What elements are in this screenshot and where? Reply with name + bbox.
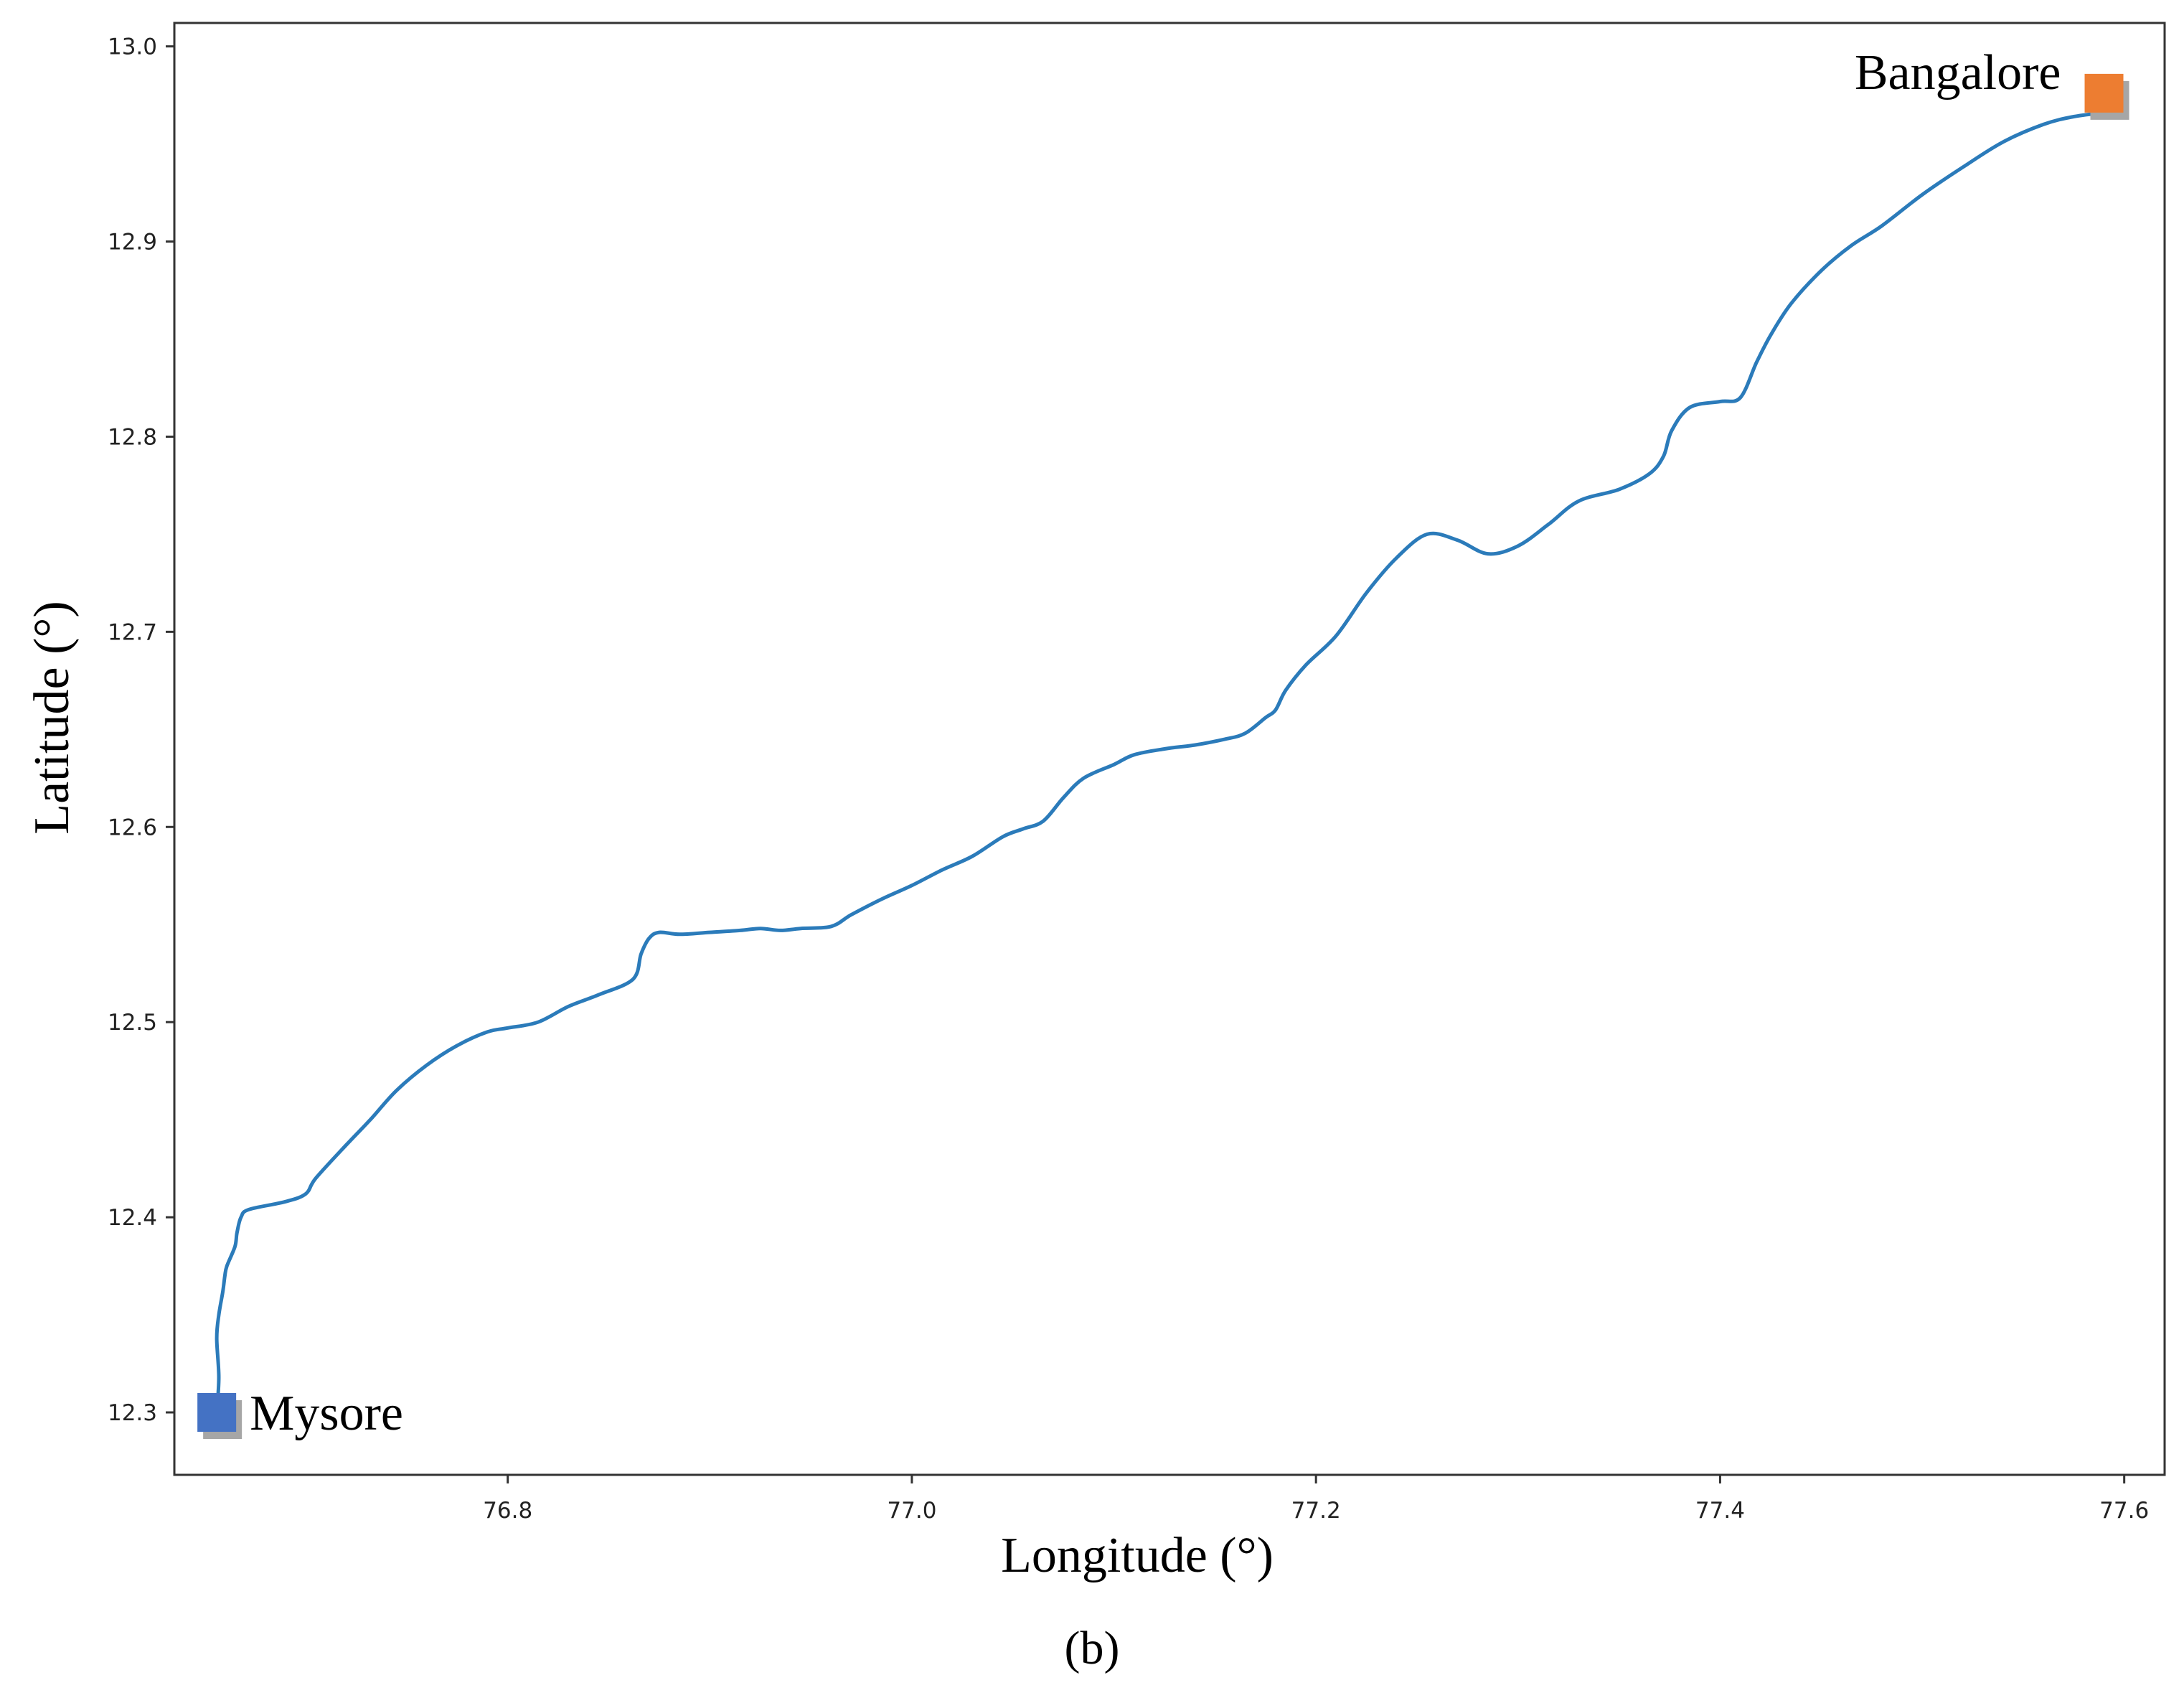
x-tick-label: 77.0 [887,1498,936,1524]
y-tick-label: 12.5 [108,1010,157,1036]
city-marker-bangalore [2084,73,2124,113]
city-markers: Mysore Bangalore [197,45,2129,1441]
y-axis-title: Latitude (°) [24,601,80,834]
x-tick-label: 77.4 [1695,1498,1745,1524]
route-line [215,111,2106,1415]
x-tick-label: 76.8 [483,1498,532,1524]
y-tick-label: 12.4 [108,1205,157,1231]
y-tick-label: 12.9 [108,230,157,255]
y-tick-label: 12.6 [108,815,157,840]
y-tick-label: 12.3 [108,1400,157,1426]
y-tick-label: 12.7 [108,619,157,645]
y-tick-label: 12.8 [108,424,157,450]
city-label-mysore: Mysore [250,1386,403,1441]
y-axis-ticks: 12.3 12.4 12.5 12.6 12.7 12.8 12.9 13.0 [108,34,174,1426]
x-tick-label: 77.6 [2099,1498,2149,1524]
x-axis-title: Longitude (°) [1001,1528,1274,1583]
y-tick-label: 13.0 [108,34,157,60]
x-tick-label: 77.2 [1291,1498,1341,1524]
x-axis-ticks: 76.8 77.0 77.2 77.4 77.6 [483,1475,2149,1524]
city-label-bangalore: Bangalore [1855,45,2061,100]
plot-frame [173,22,2166,1476]
panel-label: (b) [1065,1622,1120,1674]
city-marker-mysore [197,1392,237,1432]
